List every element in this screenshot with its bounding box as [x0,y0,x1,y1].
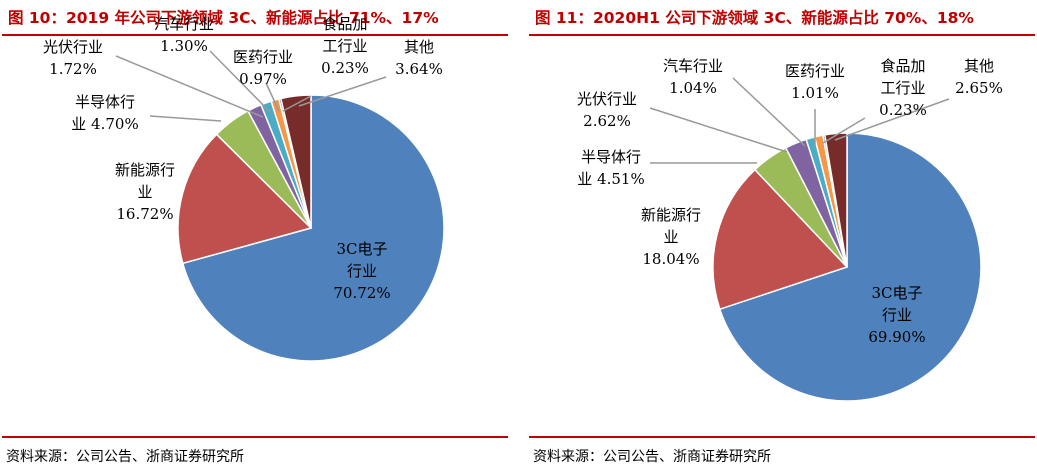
leader-line-3 [115,55,264,118]
source-bar: 资料来源：公司公告、浙商证券研究所 [529,436,1035,474]
leader-line-2 [149,115,222,122]
slice-label-2: 半导体行业 4.70% [71,93,138,133]
leader-line-4 [209,50,272,114]
leader-line-6 [822,117,866,144]
slice-label-0: 3C电子行业 70.72% [333,240,390,302]
chart-title: 图 11：2020H1 公司下游领域 3C、新能源占比 70%、18% [535,9,974,27]
leader-line-5 [265,82,280,112]
source-note: 资料来源：公司公告、浙商证券研究所 [6,449,244,465]
slice-label-4: 汽车行业 1.04% [663,57,723,97]
chart-panel-2019: 图 10：2019 年公司下游领域 3C、新能源占比 71%、17% 3C电子行… [2,0,508,474]
pie-chart-2020h1: 3C电子行业 69.90% 新能源行业 18.04% 半导体行业 4.51% 光伏行业 2.… [577,57,1003,402]
source-bar: 资料来源：公司公告、浙商证券研究所 [2,436,508,474]
leader-line-3 [649,107,788,153]
leader-line-7 [834,98,950,141]
pie-slice-1 [712,168,849,311]
slice-label-7: 其他 3.64% [395,38,443,78]
leader-line-4 [732,77,806,147]
chart-panel-2020h1: 图 11：2020H1 公司下游领域 3C、新能源占比 70%、18% 3C电子… [529,0,1035,474]
leader-line-7 [298,76,387,107]
pie-slice-1 [177,133,313,265]
pie-chart-2019: 3C电子行业 70.72% 新能源行业 16.72% 半导体行业 4.70% 光伏行业 1.… [43,15,445,362]
pie-slice-0 [181,94,445,362]
chart-title-bar: 图 10：2019 年公司下游领域 3C、新能源占比 71%、17% [2,0,508,36]
slice-label-1: 新能源行业 16.72% [115,161,175,223]
slice-label-3: 光伏行业 2.62% [577,90,637,130]
slice-label-7: 其他 2.65% [955,57,1003,97]
slice-label-5: 医药行业 1.01% [785,62,845,102]
slice-label-4: 汽车行业 1.30% [154,15,214,55]
slice-label-3: 光伏行业 1.72% [43,38,103,78]
slice-label-0: 3C电子行业 69.90% [868,284,925,346]
leader-line-6 [282,95,312,112]
pie-slice-7 [823,132,848,268]
pie-slice-7 [279,94,312,229]
slice-label-6: 食品加工行业 0.23% [879,57,927,119]
chart-title-bar: 图 11：2020H1 公司下游领域 3C、新能源占比 70%、18% [529,0,1035,36]
slice-label-6: 食品加工行业 0.23% [321,15,369,77]
slice-label-1: 新能源行业 18.04% [641,206,701,268]
chart-title: 图 10：2019 年公司下游领域 3C、新能源占比 71%、17% [8,9,439,27]
slice-label-2: 半导体行业 4.51% [577,148,644,188]
pie-slice-0 [718,132,982,402]
slice-label-5: 医药行业 0.97% [233,48,293,88]
source-note: 资料来源：公司公告、浙商证券研究所 [533,449,771,465]
